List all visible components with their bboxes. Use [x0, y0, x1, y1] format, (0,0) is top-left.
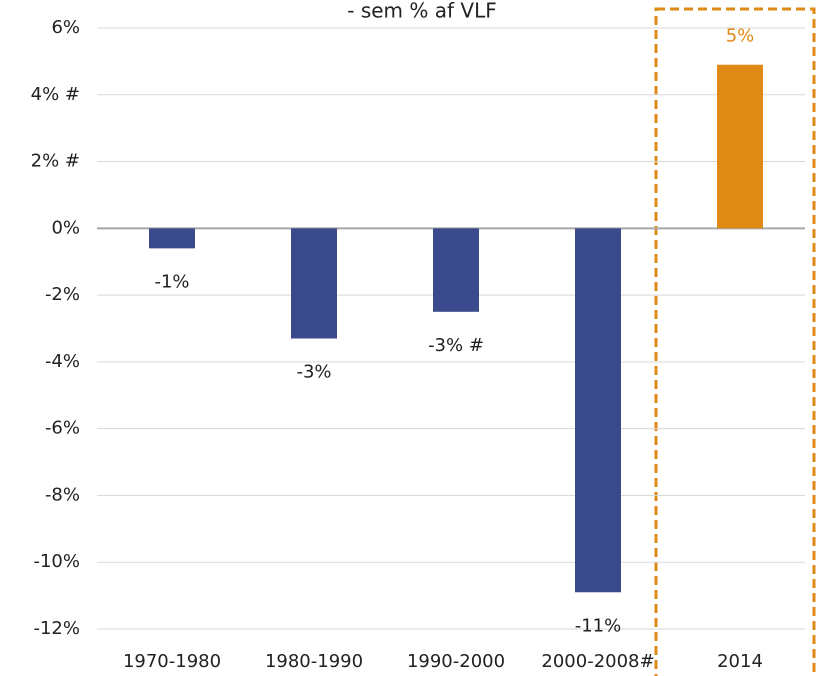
- y-tick-label: 2% #: [31, 151, 80, 172]
- chart-subtitle: - sem % af VLF: [347, 0, 496, 23]
- y-tick-label: -10%: [33, 551, 80, 572]
- y-tick-label: -8%: [45, 484, 80, 505]
- y-tick-label: -12%: [33, 618, 80, 639]
- bar: [291, 228, 337, 339]
- highlight-box: [654, 7, 816, 676]
- data-label: -3% #: [428, 335, 484, 356]
- x-tick-label: 1980-1990: [265, 651, 363, 672]
- bar: [575, 228, 621, 593]
- y-tick-label: 6%: [51, 17, 80, 38]
- x-tick-label: 2014: [717, 651, 763, 672]
- y-tick-label: -6%: [45, 418, 80, 439]
- bar: [149, 228, 195, 249]
- y-tick-label: 0%: [51, 217, 80, 238]
- data-label: -3%: [296, 362, 331, 383]
- x-tick-label: 1990-2000: [407, 651, 505, 672]
- x-tick-label: 2000-2008#: [541, 651, 654, 672]
- y-tick-label: -4%: [45, 351, 80, 372]
- data-label: -1%: [154, 271, 189, 292]
- data-label: 5%: [726, 26, 755, 47]
- x-tick-label: 1970-1980: [123, 651, 221, 672]
- y-tick-label: -2%: [45, 284, 80, 305]
- bar: [717, 64, 763, 229]
- bar: [433, 228, 479, 312]
- y-tick-label: 4% #: [31, 84, 80, 105]
- data-label: -11%: [575, 615, 622, 636]
